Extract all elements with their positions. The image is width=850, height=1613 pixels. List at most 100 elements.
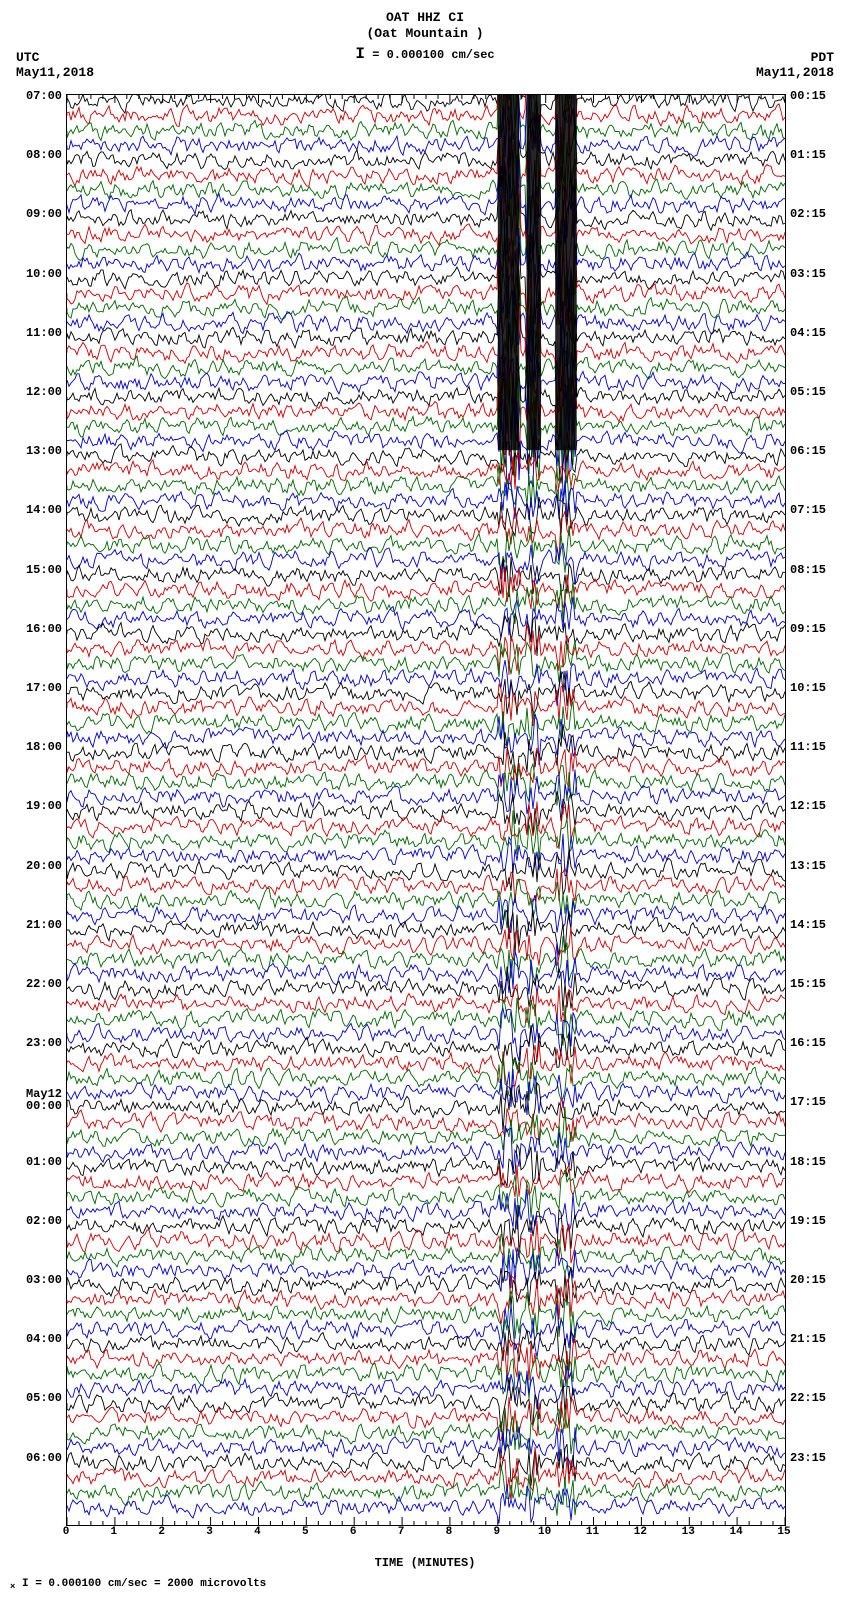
seismic-trace — [67, 233, 785, 339]
right-time-label: 11:15 — [790, 741, 826, 753]
x-tick: 4 — [254, 1526, 261, 1538]
x-tick: 14 — [730, 1526, 743, 1538]
seismic-trace — [67, 613, 785, 656]
left-time-label: 05:00 — [26, 1392, 62, 1404]
seismic-trace — [67, 1165, 785, 1198]
left-time-label: 08:00 — [26, 149, 62, 161]
x-tick: 13 — [682, 1526, 695, 1538]
x-axis-label: TIME (MINUTES) — [66, 1556, 784, 1570]
x-tick: 6 — [350, 1526, 357, 1538]
right-time-label: 07:15 — [790, 504, 826, 516]
seismic-trace — [67, 1043, 785, 1091]
seismic-trace — [67, 138, 785, 264]
left-time-label: 18:00 — [26, 741, 62, 753]
seismic-trace — [67, 526, 785, 573]
station-code: OAT HHZ CI — [10, 10, 840, 26]
seismic-trace — [67, 95, 785, 199]
seismic-trace — [67, 1447, 785, 1502]
seismic-trace — [67, 641, 785, 682]
left-time-label: 10:00 — [26, 268, 62, 280]
top-right-label: PDT May11,2018 — [756, 50, 834, 80]
seismic-trace — [67, 357, 785, 474]
scale-bar-legend: I = 0.000100 cm/sec — [10, 45, 840, 63]
seismic-trace — [67, 182, 785, 287]
left-time-label: 14:00 — [26, 504, 62, 516]
seismic-trace — [67, 1267, 785, 1308]
left-time-label: 17:00 — [26, 682, 62, 694]
left-time-label: 12:00 — [26, 386, 62, 398]
seismic-trace — [67, 343, 785, 457]
seismic-trace — [67, 910, 785, 956]
right-time-label: 22:15 — [790, 1392, 826, 1404]
x-tick: 8 — [446, 1526, 453, 1538]
header: OAT HHZ CI (Oat Mountain ) I = 0.000100 … — [10, 10, 840, 90]
left-time-label: 20:00 — [26, 860, 62, 872]
seismic-trace — [67, 455, 785, 492]
x-tick: 0 — [63, 1526, 70, 1538]
top-left-label: UTC May11,2018 — [16, 50, 94, 80]
left-time-label: 11:00 — [26, 327, 62, 339]
right-time-label: 01:15 — [790, 149, 826, 161]
glitch-saturation-block — [555, 95, 577, 450]
seismic-trace — [67, 1304, 785, 1357]
seismic-trace — [67, 368, 785, 481]
glitch-saturation-block — [527, 95, 541, 450]
right-time-label: 13:15 — [790, 860, 826, 872]
left-time-label: 06:00 — [26, 1452, 62, 1464]
right-time-label: 15:15 — [790, 978, 826, 990]
x-tick: 3 — [206, 1526, 213, 1538]
seismic-trace — [67, 1466, 785, 1515]
seismic-trace — [67, 269, 785, 365]
station-location: (Oat Mountain ) — [10, 26, 840, 42]
seismic-trace — [67, 701, 785, 746]
right-time-label: 23:15 — [790, 1452, 826, 1464]
seismic-trace — [67, 684, 785, 727]
right-time-label: 02:15 — [790, 208, 826, 220]
right-time-axis: 00:1501:1502:1503:1504:1505:1506:1507:15… — [788, 94, 840, 1524]
right-time-label: 17:15 — [790, 1096, 826, 1108]
right-time-label: 10:15 — [790, 682, 826, 694]
right-time-label: 16:15 — [790, 1037, 826, 1049]
seismic-plot-area — [66, 94, 786, 1526]
x-tick: 7 — [398, 1526, 405, 1538]
seismic-trace — [67, 101, 785, 216]
right-time-label: 14:15 — [790, 919, 826, 931]
x-tick: 1 — [111, 1526, 118, 1538]
x-tick: 11 — [586, 1526, 599, 1538]
x-tick: 9 — [493, 1526, 500, 1538]
left-time-label: 02:00 — [26, 1215, 62, 1227]
seismic-trace — [67, 1247, 785, 1291]
left-time-label: 21:00 — [26, 919, 62, 931]
seismograph-container: OAT HHZ CI (Oat Mountain ) I = 0.000100 … — [10, 10, 840, 1600]
left-time-label: May1200:00 — [26, 1088, 62, 1112]
left-time-label: 23:00 — [26, 1037, 62, 1049]
seismic-trace — [67, 942, 785, 994]
seismic-trace — [67, 1484, 785, 1523]
glitch-saturation-block — [498, 95, 520, 450]
seismic-trace — [67, 1083, 785, 1132]
left-time-axis: 07:0008:0009:0010:0011:0012:0013:0014:00… — [10, 94, 64, 1524]
left-time-label: 15:00 — [26, 564, 62, 576]
x-tick-row: 0123456789101112131415 — [66, 1526, 784, 1540]
seismic-trace — [67, 543, 785, 585]
seismic-trace — [67, 998, 785, 1046]
right-time-label: 03:15 — [790, 268, 826, 280]
local-date-label: May11,2018 — [756, 65, 834, 80]
footer-scale-note: × I = 0.000100 cm/sec = 2000 microvolts — [10, 1578, 266, 1592]
left-time-label: 03:00 — [26, 1274, 62, 1286]
x-tick: 10 — [538, 1526, 551, 1538]
seismic-trace — [67, 128, 785, 244]
x-tick: 5 — [302, 1526, 309, 1538]
right-time-label: 20:15 — [790, 1274, 826, 1286]
left-time-label: 19:00 — [26, 800, 62, 812]
seismic-trace — [67, 810, 785, 858]
left-time-label: 16:00 — [26, 623, 62, 635]
left-time-label: 04:00 — [26, 1333, 62, 1345]
x-axis: 0123456789101112131415 TIME (MINUTES) — [66, 1526, 784, 1566]
seismic-trace — [67, 264, 785, 372]
seismic-trace — [67, 508, 785, 558]
seismic-trace — [67, 292, 785, 413]
right-time-label: 05:15 — [790, 386, 826, 398]
seismic-trace — [67, 385, 785, 501]
x-tick: 2 — [158, 1526, 165, 1538]
